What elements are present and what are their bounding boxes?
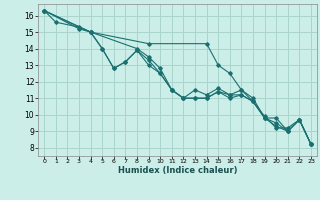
- X-axis label: Humidex (Indice chaleur): Humidex (Indice chaleur): [118, 166, 237, 175]
